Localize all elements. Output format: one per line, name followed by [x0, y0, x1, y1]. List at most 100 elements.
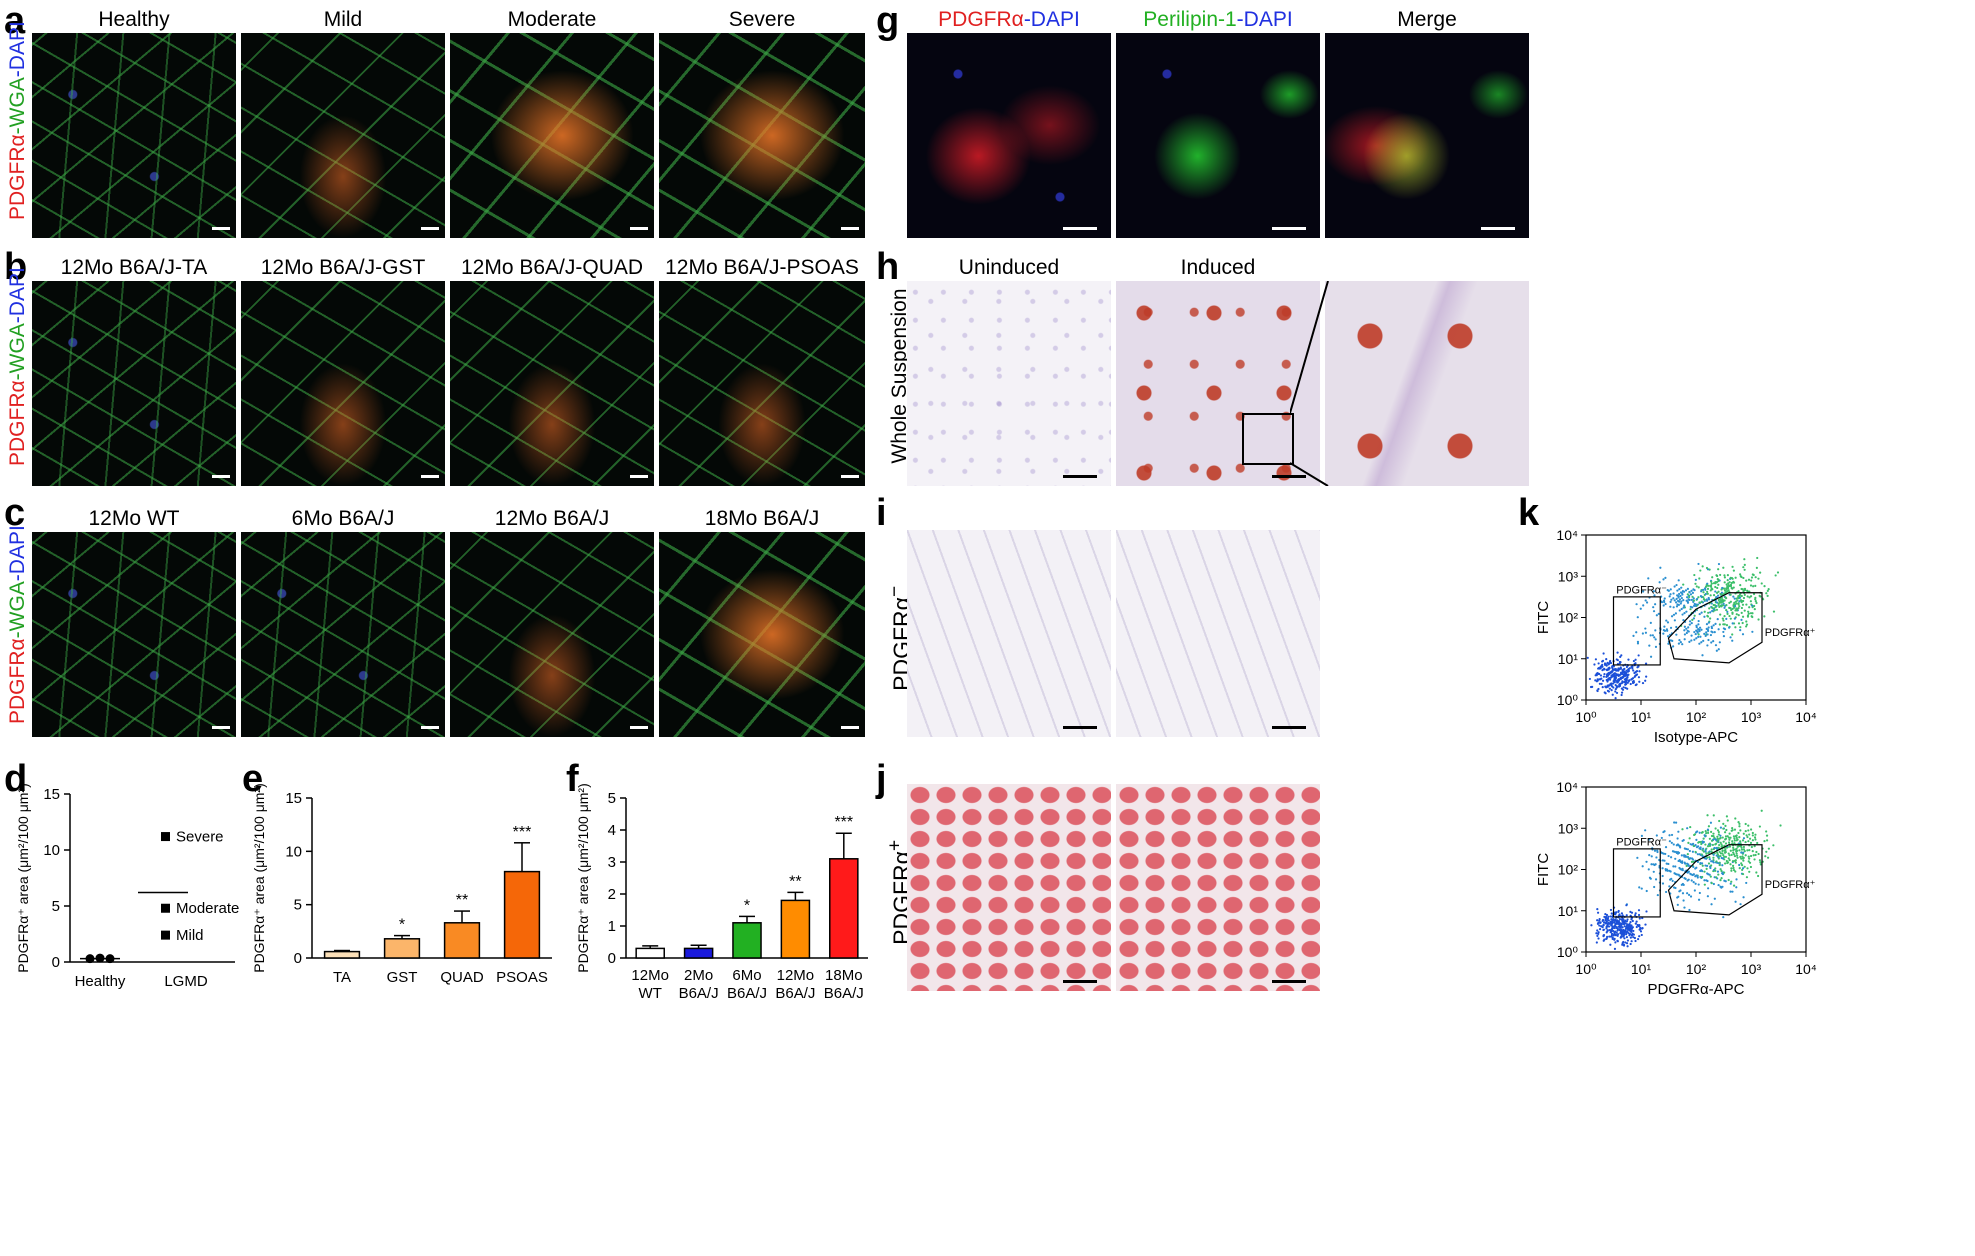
- event-dot: [1772, 610, 1776, 613]
- event-dot: [1700, 590, 1703, 593]
- event-dot: [1747, 578, 1751, 581]
- event-dot: [1742, 576, 1745, 580]
- event-dot: [1707, 638, 1710, 642]
- event-dot: [1678, 890, 1681, 893]
- event-dot: [1708, 856, 1711, 859]
- event-dot: [1621, 930, 1625, 933]
- event-dot: [1731, 607, 1734, 610]
- event-dot: [1734, 861, 1737, 864]
- y-axis-title: PDGFRα⁺ area (μm²/100 μm²): [15, 783, 31, 973]
- event-dot: [1683, 625, 1686, 628]
- event-dot: [1707, 873, 1710, 876]
- event-dot: [1712, 861, 1715, 864]
- event-dot: [1726, 819, 1729, 822]
- event-dot: [1673, 599, 1676, 602]
- event-dot: [1691, 850, 1694, 853]
- event-dot: [1634, 658, 1637, 661]
- event-dot: [1611, 920, 1614, 923]
- event-dot: [1745, 834, 1748, 837]
- event-dot: [1742, 848, 1746, 851]
- event-dot: [1622, 686, 1625, 689]
- event-dot: [1716, 837, 1719, 840]
- event-dot: [1681, 861, 1684, 864]
- event-dot: [1607, 919, 1610, 922]
- event-dot: [1665, 862, 1668, 865]
- event-dot: [1608, 687, 1611, 690]
- event-dot: [1605, 920, 1608, 923]
- gate-label: PDGFRα⁺: [1765, 879, 1816, 891]
- event-dot: [1683, 604, 1686, 607]
- event-dot: [1679, 602, 1682, 605]
- bar: [503, 870, 541, 959]
- event-dot: [1726, 610, 1729, 614]
- event-dot: [1633, 936, 1636, 940]
- event-dot: [1688, 591, 1691, 594]
- event-dot: [1723, 606, 1726, 609]
- event-dot: [1766, 589, 1769, 593]
- event-dot: [1652, 590, 1656, 593]
- event-dot: [1733, 828, 1737, 831]
- event-dot: [1710, 848, 1713, 851]
- event-dot: [1710, 630, 1713, 633]
- image-i-induced: [1116, 530, 1320, 737]
- event-dot: [1717, 856, 1720, 859]
- event-dot: [1620, 928, 1623, 931]
- event-dot: [1664, 602, 1667, 606]
- event-dot: [1610, 912, 1613, 915]
- event-dot: [1779, 824, 1782, 827]
- x-tick-label: 18Mo: [825, 967, 863, 984]
- event-dot: [1597, 662, 1600, 665]
- event-dot: [1674, 821, 1678, 824]
- bar: [635, 947, 665, 959]
- event-dot: [1752, 573, 1755, 577]
- title-h-2: Induced: [1180, 256, 1256, 279]
- event-dot: [1679, 594, 1682, 598]
- event-dot: [1625, 936, 1629, 939]
- event-dot: [1729, 636, 1732, 639]
- event-dot: [1649, 655, 1653, 658]
- event-dot: [1721, 872, 1725, 876]
- event-dot: [1626, 939, 1630, 942]
- event-dot: [1603, 662, 1607, 665]
- event-dot: [1598, 672, 1601, 676]
- event-dot: [1723, 589, 1727, 592]
- title-a-1: Healthy: [98, 8, 170, 31]
- event-dot: [1695, 637, 1698, 640]
- event-dot: [1632, 634, 1635, 637]
- event-dot: [1671, 639, 1674, 642]
- event-dot: [1753, 604, 1756, 608]
- event-dot: [1621, 926, 1624, 929]
- event-dot: [1686, 892, 1689, 895]
- event-dot: [1710, 850, 1713, 853]
- event-dot: [1625, 671, 1628, 674]
- event-dot: [1728, 838, 1731, 841]
- event-dot: [1705, 832, 1708, 835]
- event-dot: [1669, 870, 1672, 873]
- y-axis-title: FITC: [1535, 601, 1552, 634]
- event-dot: [1604, 685, 1607, 688]
- event-dot: [1688, 623, 1691, 626]
- event-dot: [1725, 608, 1728, 612]
- event-dot: [1739, 626, 1742, 629]
- image-a-severe: [659, 33, 865, 238]
- event-dot: [1715, 591, 1719, 594]
- event-dot: [1617, 914, 1620, 917]
- event-dot: [1625, 665, 1629, 669]
- event-dot: [1748, 833, 1751, 836]
- event-dot: [1632, 933, 1635, 936]
- event-dot: [1655, 834, 1658, 837]
- event-dot: [1685, 610, 1688, 613]
- event-dot: [1602, 939, 1605, 942]
- event-dot: [1677, 596, 1680, 599]
- event-dot: [1707, 851, 1710, 855]
- title-g-3: Merge: [1397, 8, 1457, 31]
- event-dot: [1703, 879, 1706, 882]
- event-dot: [1653, 594, 1656, 597]
- chart-k-bottom: 10⁰ 10¹ 10² 10³ 10⁴ 10⁰ 10¹ 10² 10³ 10⁴ PDGFRα-APC…: [1535, 779, 1817, 998]
- event-dot: [1714, 585, 1717, 589]
- event-dot: [1735, 609, 1739, 612]
- image-j-uninduced: [907, 784, 1111, 991]
- event-dot: [1717, 562, 1721, 566]
- event-dot: [1617, 910, 1620, 914]
- event-dot: [1644, 599, 1647, 602]
